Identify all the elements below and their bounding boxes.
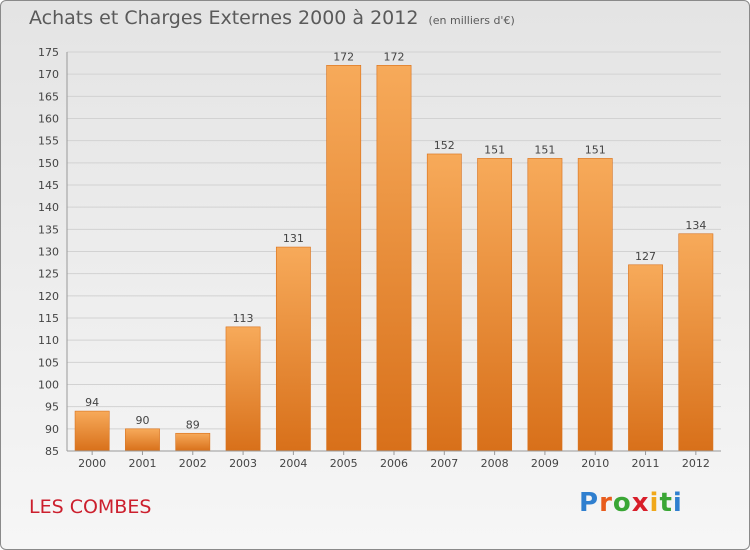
data-label-2011: 127 <box>635 250 656 263</box>
y-tick-label: 115 <box>38 312 59 325</box>
bar-2012 <box>678 233 714 452</box>
bar-2007 <box>426 153 462 452</box>
data-label-2004: 131 <box>283 232 304 245</box>
logo-letter: i <box>672 488 683 518</box>
data-label-2002: 89 <box>186 418 200 431</box>
bar-2010 <box>577 158 613 452</box>
bar-2000 <box>74 410 110 452</box>
x-tick-label-2006: 2006 <box>380 457 408 470</box>
x-tick-label-2011: 2011 <box>632 457 660 470</box>
chart-unit: (en milliers d'€) <box>428 14 515 27</box>
y-tick-label: 125 <box>38 268 59 281</box>
data-label-2008: 151 <box>484 143 505 156</box>
x-tick-label-2004: 2004 <box>279 457 307 470</box>
x-tick-label-2005: 2005 <box>330 457 358 470</box>
data-label-2012: 134 <box>685 219 706 232</box>
data-label-2006: 172 <box>384 50 405 63</box>
x-tick-label-2009: 2009 <box>531 457 559 470</box>
x-tick-label-2002: 2002 <box>179 457 207 470</box>
logo-letter: r <box>599 488 613 518</box>
bar-2002 <box>175 432 211 452</box>
data-label-2000: 94 <box>85 396 99 409</box>
y-tick-label: 110 <box>38 334 59 347</box>
x-tick-label-2007: 2007 <box>430 457 458 470</box>
bar-2004 <box>275 246 311 452</box>
y-tick-label: 120 <box>38 290 59 303</box>
y-tick-label: 175 <box>38 46 59 59</box>
x-tick-label-2012: 2012 <box>682 457 710 470</box>
x-tick-label-2001: 2001 <box>128 457 156 470</box>
y-tick-label: 165 <box>38 90 59 103</box>
y-tick-label: 160 <box>38 113 59 126</box>
y-tick-label: 140 <box>38 201 59 214</box>
commune-name: LES COMBES <box>29 496 152 518</box>
bar-2011 <box>628 264 663 452</box>
axes: 85 90 95 100 105 110 115 120 125 130 135 140 145 150 1… <box>38 46 721 470</box>
logo-letter: o <box>612 488 632 518</box>
logo-letter: i <box>649 488 660 518</box>
y-tick-label: 100 <box>38 379 59 392</box>
y-tick-label: 105 <box>38 356 59 369</box>
bar-2001 <box>125 428 160 452</box>
x-tick-label-2003: 2003 <box>229 457 257 470</box>
data-labels: 94 90 89 113 131 172 172 152 151 151 151 127 134 <box>85 50 706 431</box>
chart-title: Achats et Charges Externes 2000 à 2012 (e… <box>29 7 515 29</box>
logo-letter: t <box>659 488 673 518</box>
data-label-2010: 151 <box>585 143 606 156</box>
y-tick-label: 150 <box>38 157 59 170</box>
y-tick-label: 90 <box>45 423 59 436</box>
y-tick-label: 130 <box>38 246 59 259</box>
logo-letter: P <box>579 488 600 518</box>
logo-letter: x <box>631 488 650 518</box>
x-tick-label-2000: 2000 <box>78 457 106 470</box>
y-tick-label: 170 <box>38 68 59 81</box>
chart-title-text: Achats et Charges Externes 2000 à 2012 <box>29 7 419 29</box>
y-tick-label: 145 <box>38 179 59 192</box>
bar-2008 <box>477 158 513 452</box>
y-tick-label: 155 <box>38 135 59 148</box>
data-label-2009: 151 <box>534 143 555 156</box>
data-label-2005: 172 <box>333 50 354 63</box>
x-tick-label-2008: 2008 <box>481 457 509 470</box>
proxiti-logo[interactable]: Proxiti <box>579 488 683 518</box>
y-tick-label: 85 <box>45 445 59 458</box>
y-tick-label: 135 <box>38 223 59 236</box>
data-label-2001: 90 <box>135 414 149 427</box>
bar-2005 <box>326 65 362 452</box>
data-label-2003: 113 <box>233 312 254 325</box>
bar-2003 <box>225 326 261 452</box>
bar-2006 <box>376 65 412 452</box>
x-tick-label-2010: 2010 <box>581 457 609 470</box>
bar-2009 <box>527 158 563 452</box>
data-label-2007: 152 <box>434 139 455 152</box>
y-tick-label: 95 <box>45 401 59 414</box>
bars <box>74 65 714 452</box>
